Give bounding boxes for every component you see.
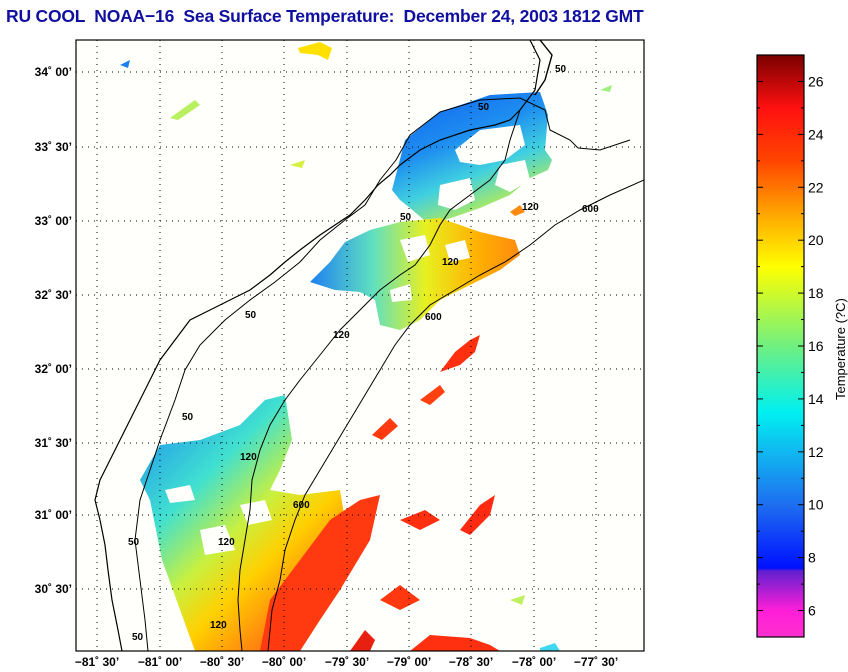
colorbar-tick-label: 24 [808,126,824,142]
cloud-gap [445,240,470,262]
colorbar-tick-label: 14 [808,391,824,407]
map-title: RU COOL NOAA−16 Sea Surface Temperature:… [6,6,644,26]
sst-patch-small [600,85,612,92]
sst-patch-small [120,60,130,68]
sst-patch-small [540,643,560,651]
sst-data-layer [120,42,612,651]
lon-tick-label: −77˚ 30’ [574,655,618,669]
contour-label: 50 [478,102,490,113]
contour-label: 50 [182,412,194,423]
cloud-gap [240,500,272,525]
map-border [75,39,645,652]
colorbar-label: Temperature (?C) [833,298,848,400]
latitude-axis: 34˚ 00’ 33˚ 30’ 33˚ 00’ 32˚ 30’ 32˚ 00’ … [35,65,72,596]
coastline-cape [534,40,553,96]
sst-patch-warm [460,495,495,535]
cloud-gap [438,178,475,210]
sst-patch-small [510,595,525,605]
contour-50 [134,97,579,651]
lon-tick-label: −78˚ 00’ [512,655,556,669]
sst-patch-warm [440,335,480,372]
lon-tick-label: −79˚ 00’ [387,655,431,669]
colorbar-tick-label: 20 [808,232,824,248]
contour-label: 50 [555,64,567,75]
lat-tick-label: 33˚ 30’ [35,140,72,154]
sst-patch-warm [260,495,380,651]
colorbar-tick-labels: 26 24 22 20 18 16 14 12 10 8 6 [808,73,824,618]
contour-label: 600 [425,312,442,323]
contour-label: 120 [240,452,257,463]
contour-label: 120 [333,330,350,341]
lat-tick-label: 32˚ 00’ [35,362,72,376]
sst-patch-small [290,160,305,168]
lat-tick-label: 33˚ 00’ [35,214,72,228]
cloud-gap [455,125,525,165]
contour-labels: 50 50 50 50 50 50 50 120 120 120 120 120… [128,64,599,643]
sst-patch-warm [410,635,500,651]
contour-label: 120 [442,257,459,268]
sst-patch-warm [510,205,525,216]
lon-tick-label: −79˚ 30’ [325,655,369,669]
lon-tick-label: −78˚ 30’ [449,655,493,669]
colorbar-tick-label: 26 [808,73,824,89]
sst-patch-warm [380,585,420,610]
colorbar-tick-label: 16 [808,338,824,354]
colorbar-tick-label: 18 [808,285,824,301]
cloud-gap [495,160,530,192]
sst-patch-warm [420,385,445,405]
contour-label: 50 [400,212,412,223]
sst-patch-middle [310,218,520,330]
colorbar-tick-label: 22 [808,179,824,195]
colorbar-tick-label: 10 [808,497,824,513]
cloud-gap [165,485,195,503]
sst-patch-warm [350,630,375,651]
lat-tick-label: 32˚ 30’ [35,288,72,302]
longitude-axis: −81˚ 30’ −81˚ 00’ −80˚ 30’ −80˚ 00’ −79˚… [75,655,618,669]
contour-label: 50 [128,537,140,548]
map-frame [76,40,644,651]
coastline [94,40,541,651]
colorbar: 26 24 22 20 18 16 14 12 10 8 6 Temperature (?C) [756,54,848,638]
lon-tick-label: −80˚ 30’ [200,655,244,669]
contour-label: 50 [245,310,257,321]
colorbar-tick-label: 6 [808,603,816,619]
contour-label: 50 [132,632,144,643]
sst-patch-small [170,100,200,120]
contour-label: 600 [293,500,310,511]
lat-tick-label: 34˚ 00’ [35,65,72,79]
sst-patch-warm [372,418,398,440]
cloud-gap [200,525,235,555]
contour-label: 120 [210,620,227,631]
colorbar-gradient [756,54,805,638]
lon-tick-label: −81˚ 30’ [75,655,119,669]
contour-label: 600 [582,204,599,215]
sst-patch-small [298,42,332,60]
colorbar-tick-label: 8 [808,550,816,566]
colorbar-tick-label: 12 [808,444,824,460]
lat-tick-label: 30˚ 30’ [35,582,72,596]
lon-tick-label: −81˚ 00’ [138,655,182,669]
lat-tick-label: 31˚ 00’ [35,508,72,522]
contour-600 [267,179,644,651]
contour-layer [94,40,644,651]
lon-tick-label: −80˚ 00’ [262,655,306,669]
lat-tick-label: 31˚ 30’ [35,436,72,450]
contour-label: 120 [218,537,235,548]
contour-label: 120 [522,202,539,213]
colorbar-ticks [757,54,804,612]
contour-120 [237,109,631,651]
cloud-gap [390,284,412,302]
